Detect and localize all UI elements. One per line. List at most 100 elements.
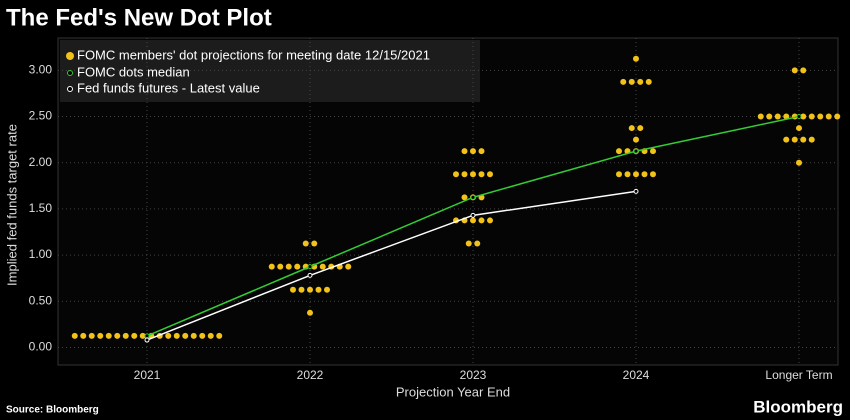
dot [97,332,104,339]
dot [207,332,214,339]
x-tick-label: 2022 [297,368,324,382]
series-point [470,212,476,218]
dot [474,240,481,247]
dot [791,67,798,74]
brand: Bloomberg [753,397,843,416]
dot [808,136,815,143]
grid: 0.00 0.50 1.00 1.50 2.00 2.50 3.00 2021 2022 2023… [29,38,838,382]
x-tick-label: 2024 [623,368,650,382]
dot [453,171,459,178]
y-tick-label: 0.00 [29,340,53,354]
dot [800,67,807,74]
series-point [633,188,639,194]
y-tick-label: 3.00 [29,63,53,77]
dot [796,159,802,166]
dot [307,309,313,316]
dot [478,148,485,155]
dot [796,125,802,132]
legend-label: Fed funds futures - Latest value [77,80,260,95]
dot [290,286,296,293]
dot [478,171,485,178]
dot [88,332,95,339]
legend-marker [66,52,74,60]
y-tick-label: 1.50 [29,201,53,215]
dot [650,148,656,155]
dot [633,136,639,143]
chart-title: The Fed's New Dot Plot [6,4,272,31]
series-point [796,114,802,120]
dot [461,194,468,201]
dot [800,136,807,143]
dot [324,286,330,293]
dot [131,332,138,339]
dot [616,171,622,178]
dot [139,332,146,339]
dot [268,263,275,270]
dot [628,78,635,85]
x-tick-label: 2023 [460,368,487,382]
dot [478,217,485,224]
y-axis-label: Implied fed funds target rate [4,124,19,286]
dot [633,171,639,178]
dot [298,286,305,293]
dot [105,332,112,339]
legend-label: FOMC members' dot projections for meetin… [77,47,430,62]
dot [461,148,468,155]
dot [817,113,824,120]
series-point [307,264,313,270]
source: Source: Bloomberg [6,405,99,416]
dot [319,263,326,270]
legend-marker [67,70,73,76]
dot [800,113,807,120]
dot [216,332,223,339]
series-point [470,194,476,200]
y-tick-label: 1.00 [29,247,53,261]
series-point [144,337,150,343]
dot [834,113,841,120]
dot [628,125,635,132]
series-point [633,148,639,154]
dot [783,136,790,143]
dot [199,332,206,339]
dot [182,332,189,339]
series-point [144,333,150,339]
legend [60,40,480,102]
dot [766,113,773,120]
dot [808,113,815,120]
dot [645,78,652,85]
dot [637,78,644,85]
dot [470,148,476,155]
dot [616,148,622,155]
dot [173,332,180,339]
dot [165,332,172,339]
legend-items: FOMC members' dot projections for meetin… [66,47,430,95]
dot [277,263,284,270]
dot [315,286,322,293]
x-tick-label: Longer Term [765,368,832,382]
dot [791,136,798,143]
series-line [146,190,637,341]
legend-marker [67,86,73,92]
dot [465,240,472,247]
dot [641,171,648,178]
dot [114,332,121,339]
legend-label: FOMC dots median [77,64,190,79]
dot [620,78,627,85]
dot [190,332,197,339]
dot [774,113,781,120]
dot [122,332,129,339]
dot [285,263,292,270]
dot [487,217,493,224]
series-point [307,272,313,278]
y-tick-label: 0.50 [29,293,53,307]
dot [783,113,790,120]
dot [311,240,318,247]
dot [637,125,644,132]
dot [650,171,656,178]
dot [825,113,832,120]
dot [302,240,309,247]
dot [307,286,313,293]
x-axis-label: Projection Year End [396,384,510,399]
dot [624,171,631,178]
